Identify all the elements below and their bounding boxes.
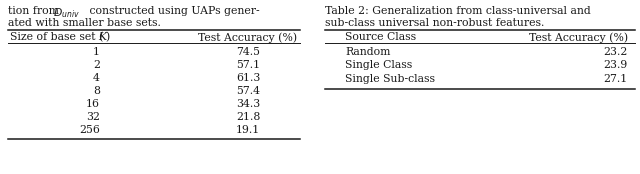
Text: Single Sub-class: Single Sub-class [345,74,435,84]
Text: Size of base set (: Size of base set ( [10,32,104,42]
Text: 256: 256 [79,125,100,135]
Text: 8: 8 [93,86,100,96]
Text: 4: 4 [93,73,100,83]
Text: 21.8: 21.8 [236,112,260,122]
Text: 57.1: 57.1 [236,60,260,70]
Text: 57.4: 57.4 [236,86,260,96]
Text: Source Class: Source Class [345,32,416,42]
Text: 32: 32 [86,112,100,122]
Text: 27.1: 27.1 [604,74,628,84]
Text: 2: 2 [93,60,100,70]
Text: 61.3: 61.3 [236,73,260,83]
Text: Random: Random [345,47,390,57]
Text: constructed using UAPs gener-: constructed using UAPs gener- [86,6,260,16]
Text: Table 2: Generalization from class-universal and: Table 2: Generalization from class-unive… [325,6,591,16]
Text: tion from: tion from [8,6,62,16]
Text: 19.1: 19.1 [236,125,260,135]
Text: 23.2: 23.2 [604,47,628,57]
Text: K: K [98,32,106,42]
Text: 74.5: 74.5 [236,47,260,57]
Text: Single Class: Single Class [345,61,412,70]
Text: ated with smaller base sets.: ated with smaller base sets. [8,18,161,28]
Text: 34.3: 34.3 [236,99,260,109]
Text: Test Accuracy (%): Test Accuracy (%) [198,32,298,43]
Text: 1: 1 [93,47,100,57]
Text: Test Accuracy (%): Test Accuracy (%) [529,32,628,43]
Text: $\mathit{D}_{univ}$: $\mathit{D}_{univ}$ [53,6,80,20]
Text: 16: 16 [86,99,100,109]
Text: sub-class universal non-robust features.: sub-class universal non-robust features. [325,18,545,28]
Text: ): ) [105,32,109,42]
Text: 23.9: 23.9 [604,61,628,70]
